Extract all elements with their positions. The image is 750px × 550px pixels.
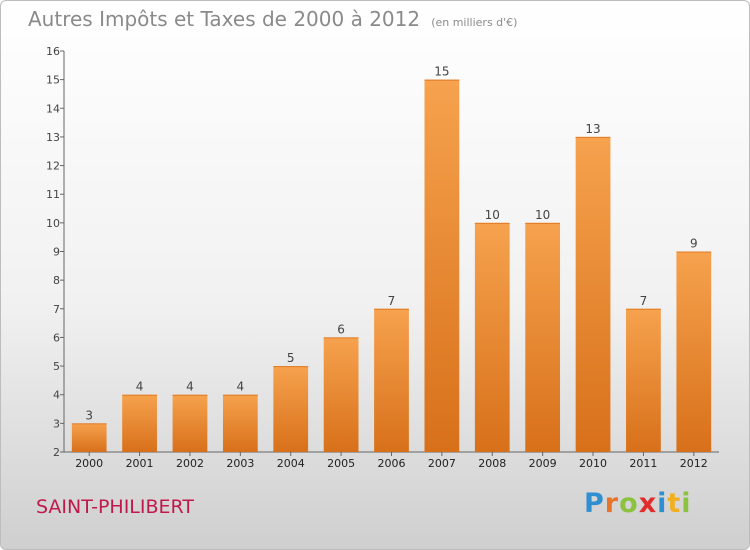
location-name: SAINT-PHILIBERT — [36, 496, 194, 518]
x-tick-label: 2010 — [579, 457, 607, 470]
chart-unit: (en milliers d'€) — [431, 16, 518, 29]
y-tick-label: 7 — [53, 303, 60, 316]
bar — [474, 222, 510, 452]
data-label: 4 — [237, 380, 245, 394]
data-label: 7 — [640, 294, 648, 308]
data-label: 13 — [585, 122, 600, 136]
labels: 2000 3 2001 4 2002 4 2003 4 2004 5 2005 6 2006 7 2007 1… — [75, 65, 708, 470]
logo-letter: i — [681, 488, 692, 519]
y-tick-label: 10 — [46, 217, 60, 230]
logo-letter: x — [638, 488, 658, 519]
bar — [273, 366, 309, 452]
bar — [222, 394, 258, 452]
y-tick-label: 4 — [53, 389, 60, 402]
y-tick-label: 11 — [46, 188, 60, 201]
y-tick-label: 5 — [53, 360, 60, 373]
proxiti-logo: Proxiti — [584, 488, 692, 519]
bar — [172, 394, 208, 452]
logo-letter: o — [619, 488, 639, 519]
y-tick-label: 15 — [46, 74, 60, 87]
data-label: 10 — [535, 208, 550, 222]
data-label: 15 — [434, 65, 449, 79]
y-tick-label: 13 — [46, 131, 60, 144]
x-tick-label: 2007 — [428, 457, 456, 470]
x-tick-label: 2004 — [277, 457, 305, 470]
x-tick-label: 2001 — [126, 457, 154, 470]
logo-letter: P — [584, 488, 605, 519]
y-tick-label: 14 — [46, 102, 60, 115]
bar — [424, 79, 460, 453]
x-tick-label: 2011 — [629, 457, 657, 470]
bar — [122, 394, 157, 452]
bar — [676, 251, 712, 452]
x-tick-label: 2000 — [75, 457, 103, 470]
y-tick-label: 9 — [53, 246, 60, 259]
x-tick-label: 2012 — [680, 457, 708, 470]
bar — [575, 136, 611, 452]
logo-letter: r — [604, 488, 620, 519]
bar — [323, 337, 359, 452]
x-tick-label: 2008 — [478, 457, 506, 470]
data-label: 9 — [690, 237, 698, 251]
bars — [71, 79, 712, 453]
y-tick-label: 16 — [46, 45, 60, 58]
bar — [525, 222, 561, 452]
logo-letter: t — [667, 488, 682, 519]
x-tick-label: 2003 — [226, 457, 254, 470]
bar — [374, 308, 409, 452]
x-tick-label: 2009 — [529, 457, 557, 470]
y-tick-label: 2 — [53, 446, 60, 459]
y-tick-label: 12 — [46, 160, 60, 173]
data-label: 4 — [186, 380, 194, 394]
x-tick-label: 2002 — [176, 457, 204, 470]
data-label: 6 — [337, 322, 345, 336]
data-label: 10 — [485, 208, 500, 222]
y-tick-label: 6 — [53, 331, 60, 344]
bar — [71, 423, 107, 452]
y-tick-label: 3 — [53, 417, 60, 430]
data-label: 5 — [287, 351, 295, 365]
data-label: 4 — [136, 380, 144, 394]
chart-title: Autres Impôts et Taxes de 2000 à 2012 — [28, 7, 421, 31]
bar — [626, 308, 661, 452]
x-tick-label: 2006 — [378, 457, 406, 470]
logo-letter: i — [657, 488, 668, 519]
data-label: 3 — [85, 408, 93, 422]
chart-title-block: Autres Impôts et Taxes de 2000 à 2012 (e… — [28, 7, 517, 31]
x-tick-label: 2005 — [327, 457, 355, 470]
data-label: 7 — [388, 294, 396, 308]
y-tick-label: 8 — [53, 274, 60, 287]
